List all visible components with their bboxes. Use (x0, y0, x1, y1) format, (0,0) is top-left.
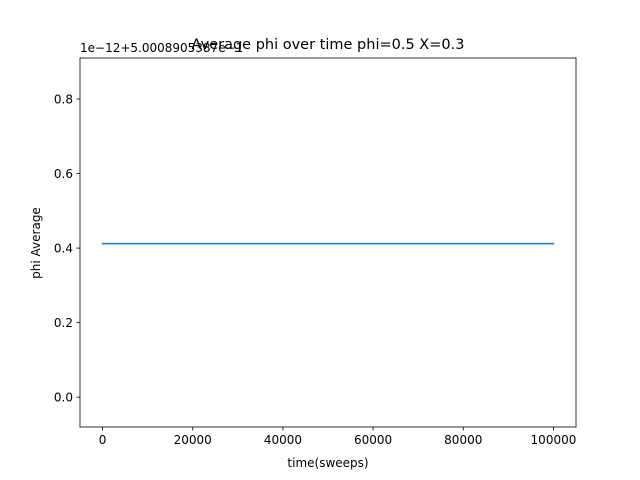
x-axis-label: time(sweeps) (287, 456, 368, 470)
x-tick-label: 80000 (444, 433, 482, 447)
y-tick-label: 0.2 (54, 316, 73, 330)
x-tick-label: 0 (99, 433, 107, 447)
y-offset-label: 1e−12+5.0008905387e−1 (80, 41, 243, 55)
axes-frame (79, 57, 577, 428)
x-tick-label: 20000 (174, 433, 212, 447)
y-tick-label: 0.8 (54, 92, 73, 106)
chart-title: Average phi over time phi=0.5 X=0.3 (192, 37, 465, 53)
plot-area: 0 20000 40000 60000 80000 100000 0.0 0.2 0.4 0.6 0… (54, 57, 577, 447)
x-tick-label: 60000 (354, 433, 392, 447)
y-axis-label: phi Average (29, 207, 43, 279)
x-tick-label: 40000 (264, 433, 302, 447)
y-tick-label: 0.6 (54, 167, 73, 181)
y-tick-label: 0.0 (54, 390, 73, 404)
y-tick-label: 0.4 (54, 241, 73, 255)
x-tick-label: 100000 (531, 433, 577, 447)
